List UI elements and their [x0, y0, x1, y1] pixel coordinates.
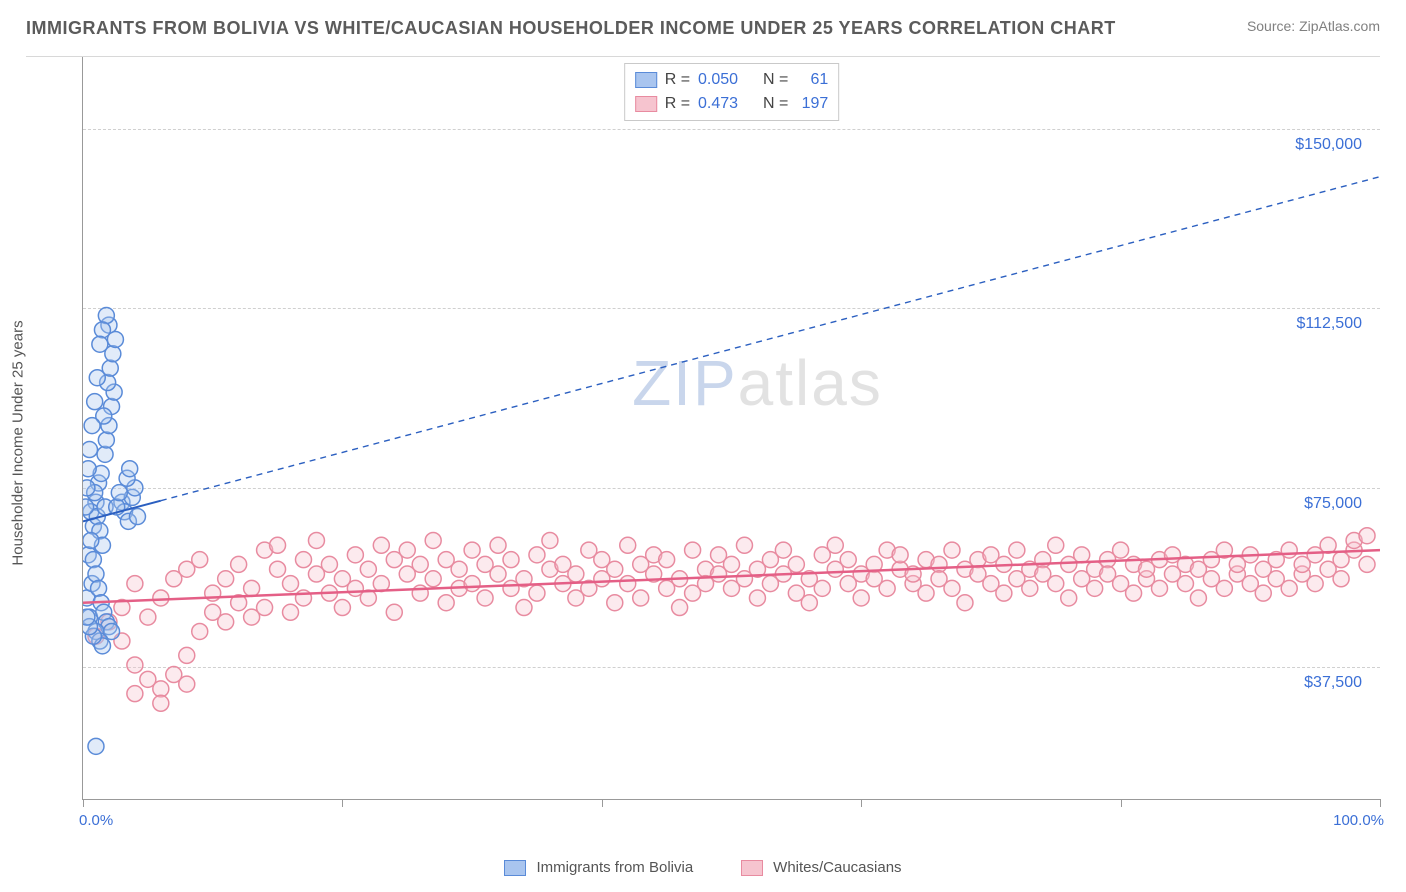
source-link[interactable]: ZipAtlas.com	[1299, 18, 1380, 34]
source: Source: ZipAtlas.com	[1247, 18, 1380, 34]
r-value-white: 0.473	[698, 92, 738, 116]
r-label: R =	[665, 68, 690, 92]
swatch-bolivia	[504, 860, 526, 876]
legend-label-bolivia: Immigrants from Bolivia	[536, 859, 693, 876]
legend-series: Immigrants from Bolivia Whites/Caucasian…	[0, 859, 1406, 876]
header: IMMIGRANTS FROM BOLIVIA VS WHITE/CAUCASI…	[0, 0, 1406, 47]
legend-stats-row-bolivia: R = 0.050 N = 61	[635, 68, 829, 92]
trend-lines-layer	[83, 57, 1380, 799]
n-label: N =	[763, 68, 788, 92]
x-axis-max-label: 100.0%	[1333, 812, 1384, 829]
plot-area: ZIPatlas R = 0.050 N = 61 R = 0.473 N = …	[82, 57, 1380, 800]
y-axis-label: Householder Income Under 25 years	[10, 320, 27, 565]
r-value-bolivia: 0.050	[698, 68, 738, 92]
chart-area: Householder Income Under 25 years ZIPatl…	[26, 56, 1380, 828]
legend-item-bolivia: Immigrants from Bolivia	[504, 859, 693, 876]
x-tick	[1380, 799, 1381, 807]
legend-stats-row-white: R = 0.473 N = 197	[635, 92, 829, 116]
n-value-bolivia: 61	[796, 68, 828, 92]
legend-stats: R = 0.050 N = 61 R = 0.473 N = 197	[624, 63, 840, 121]
swatch-white	[741, 860, 763, 876]
x-tick	[83, 799, 84, 807]
n-value-white: 197	[796, 92, 828, 116]
source-label: Source:	[1247, 18, 1299, 34]
x-tick	[342, 799, 343, 807]
x-tick	[861, 799, 862, 807]
x-axis-min-label: 0.0%	[79, 812, 113, 829]
legend-item-white: Whites/Caucasians	[741, 859, 901, 876]
chart-title: IMMIGRANTS FROM BOLIVIA VS WHITE/CAUCASI…	[26, 18, 1116, 39]
swatch-bolivia	[635, 72, 657, 88]
r-label: R =	[665, 92, 690, 116]
x-tick	[1121, 799, 1122, 807]
x-tick	[602, 799, 603, 807]
n-label: N =	[763, 92, 788, 116]
legend-label-white: Whites/Caucasians	[773, 859, 901, 876]
swatch-white	[635, 96, 657, 112]
